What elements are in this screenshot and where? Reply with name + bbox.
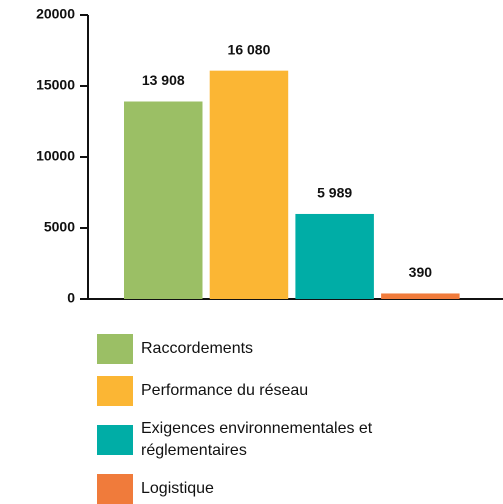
- legend-label: Logistique: [141, 480, 214, 497]
- bar: [124, 101, 203, 299]
- legend-swatch: [97, 474, 133, 504]
- legend-label: Exigences environnementales et réglement…: [141, 420, 373, 459]
- legend-item: Exigences environnementales et réglement…: [97, 418, 381, 462]
- chart: 0 5000 10000 15000 20000 13 908 16 080 5 989 390: [36, 6, 503, 306]
- y-tick-label: 5000: [44, 219, 75, 235]
- legend-swatch: [97, 425, 133, 455]
- legend-label: Performance du réseau: [141, 382, 309, 399]
- value-label: 5 989: [317, 185, 352, 201]
- y-tick-label: 0: [67, 290, 75, 306]
- legend-swatch: [97, 376, 133, 406]
- legend-item: Performance du réseau: [97, 376, 381, 406]
- legend-item: Logistique: [97, 474, 381, 504]
- legend-swatch: [97, 334, 133, 364]
- y-tick-label: 10000: [36, 148, 75, 164]
- y-tick-label: 15000: [36, 77, 75, 93]
- bar: [295, 213, 374, 299]
- bar: [209, 70, 289, 299]
- value-label: 16 080: [228, 41, 271, 57]
- value-label: 390: [409, 264, 433, 280]
- y-tick-label: 20000: [36, 6, 75, 22]
- legend-item: Raccordements: [97, 334, 381, 364]
- value-label: 13 908: [142, 72, 185, 88]
- legend: Raccordements Performance du réseau Exigen…: [97, 334, 381, 504]
- legend-label: Raccordements: [141, 340, 254, 357]
- bar: [381, 293, 460, 299]
